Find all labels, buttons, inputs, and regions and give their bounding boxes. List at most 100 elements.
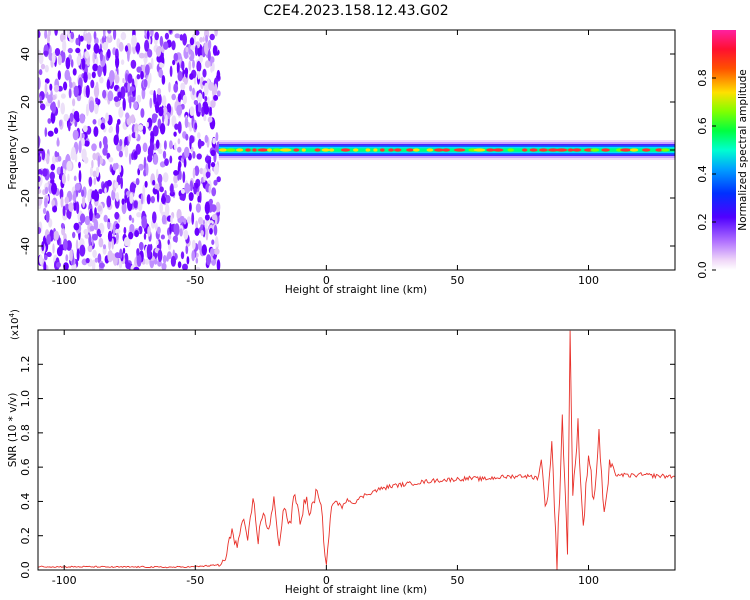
noise-blob bbox=[47, 94, 53, 104]
x-tick-label: -50 bbox=[186, 574, 204, 587]
noise-blob bbox=[161, 75, 166, 85]
noise-blob bbox=[91, 190, 96, 200]
noise-blob bbox=[61, 227, 66, 236]
noise-blob bbox=[154, 183, 159, 190]
noise-blob bbox=[87, 244, 93, 253]
noise-blob bbox=[159, 180, 162, 188]
noise-blob bbox=[146, 122, 149, 128]
noise-blob bbox=[158, 68, 164, 78]
noise-blob bbox=[150, 196, 155, 204]
noise-blob bbox=[163, 140, 167, 150]
noise-blob bbox=[38, 77, 41, 90]
noise-blob bbox=[173, 83, 179, 93]
signal-peak bbox=[493, 148, 504, 152]
noise-blob bbox=[131, 217, 135, 224]
noise-blob bbox=[183, 146, 190, 158]
signal-peak bbox=[226, 148, 236, 152]
noise-blob bbox=[144, 39, 150, 52]
spectrogram-y-axis-label: Frequency (Hz) bbox=[7, 110, 19, 189]
noise-blob bbox=[57, 70, 61, 81]
noise-blob bbox=[138, 163, 144, 171]
noise-blob bbox=[103, 142, 108, 151]
x-tick-label: -100 bbox=[52, 274, 77, 287]
noise-blob bbox=[124, 45, 129, 52]
y-tick-label: -20 bbox=[19, 189, 32, 207]
noise-blob bbox=[57, 54, 62, 66]
noise-blob bbox=[93, 177, 97, 185]
snr-frame bbox=[37, 329, 676, 571]
noise-blob bbox=[174, 142, 177, 151]
noise-blob bbox=[130, 59, 137, 69]
noise-blob bbox=[124, 144, 129, 158]
noise-blob bbox=[66, 209, 71, 219]
noise-blob bbox=[210, 99, 216, 108]
noise-blob bbox=[98, 262, 105, 269]
noise-blob bbox=[86, 42, 91, 50]
noise-blob bbox=[97, 155, 101, 168]
noise-blob bbox=[183, 158, 187, 168]
noise-blob bbox=[184, 182, 190, 194]
noise-blob bbox=[64, 196, 70, 205]
noise-blob bbox=[93, 85, 100, 98]
noise-blob bbox=[88, 72, 92, 80]
noise-blob bbox=[120, 86, 126, 99]
noise-blob bbox=[169, 155, 173, 164]
noise-blob bbox=[199, 37, 204, 43]
noise-blob bbox=[189, 37, 195, 46]
noise-blob bbox=[129, 95, 132, 109]
noise-blob bbox=[121, 198, 125, 205]
noise-blob bbox=[155, 139, 160, 149]
noise-blob bbox=[60, 93, 66, 99]
noise-blob bbox=[204, 134, 209, 143]
colorbar-label: Normalized spectral amplitude bbox=[737, 69, 749, 230]
spectrogram-x-axis-label: Height of straight line (km) bbox=[285, 284, 427, 296]
noise-blob bbox=[81, 189, 85, 197]
noise-blob bbox=[99, 141, 102, 149]
colorbar-tick-label: 0.4 bbox=[696, 165, 709, 183]
noise-blob bbox=[182, 94, 187, 105]
signal-peak bbox=[267, 148, 272, 152]
noise-blob bbox=[156, 190, 160, 203]
noise-blob bbox=[58, 119, 63, 127]
noise-blob bbox=[182, 263, 188, 270]
noise-blob bbox=[179, 194, 186, 201]
x-tick-label: 100 bbox=[578, 574, 599, 587]
signal-peak bbox=[353, 148, 359, 152]
noise-blob bbox=[118, 150, 123, 158]
noise-blob bbox=[177, 121, 182, 134]
signal-peak bbox=[642, 148, 651, 152]
noise-blob bbox=[153, 90, 157, 103]
signal-peak bbox=[236, 148, 244, 152]
signal-peak bbox=[406, 148, 414, 152]
noise-blob bbox=[50, 111, 56, 124]
noise-blob bbox=[89, 225, 95, 232]
noise-blob bbox=[84, 50, 90, 59]
noise-blob bbox=[67, 173, 70, 182]
noise-blob bbox=[78, 161, 81, 169]
noise-blob bbox=[115, 192, 120, 202]
noise-blob bbox=[207, 159, 211, 170]
noise-blob bbox=[183, 218, 187, 225]
noise-blob bbox=[184, 117, 189, 129]
noise-blob bbox=[96, 228, 101, 237]
noise-blob bbox=[204, 221, 208, 229]
noise-blob bbox=[188, 192, 194, 200]
noise-blob bbox=[118, 41, 124, 52]
noise-blob bbox=[102, 244, 107, 250]
noise-blob bbox=[208, 185, 211, 194]
noise-blob bbox=[169, 222, 173, 234]
noise-blob bbox=[44, 197, 48, 208]
noise-blob bbox=[177, 70, 183, 82]
noise-blob bbox=[207, 39, 212, 50]
noise-blob bbox=[82, 125, 88, 133]
signal-peak bbox=[388, 148, 394, 152]
signal-peak bbox=[426, 148, 434, 152]
noise-blob bbox=[70, 59, 74, 68]
noise-blob bbox=[123, 237, 129, 247]
noise-blob bbox=[213, 163, 219, 175]
noise-blob bbox=[51, 199, 56, 207]
noise-blob bbox=[202, 219, 206, 227]
noise-blob bbox=[179, 228, 183, 237]
noise-blob bbox=[152, 211, 157, 224]
noise-blob bbox=[44, 64, 49, 73]
